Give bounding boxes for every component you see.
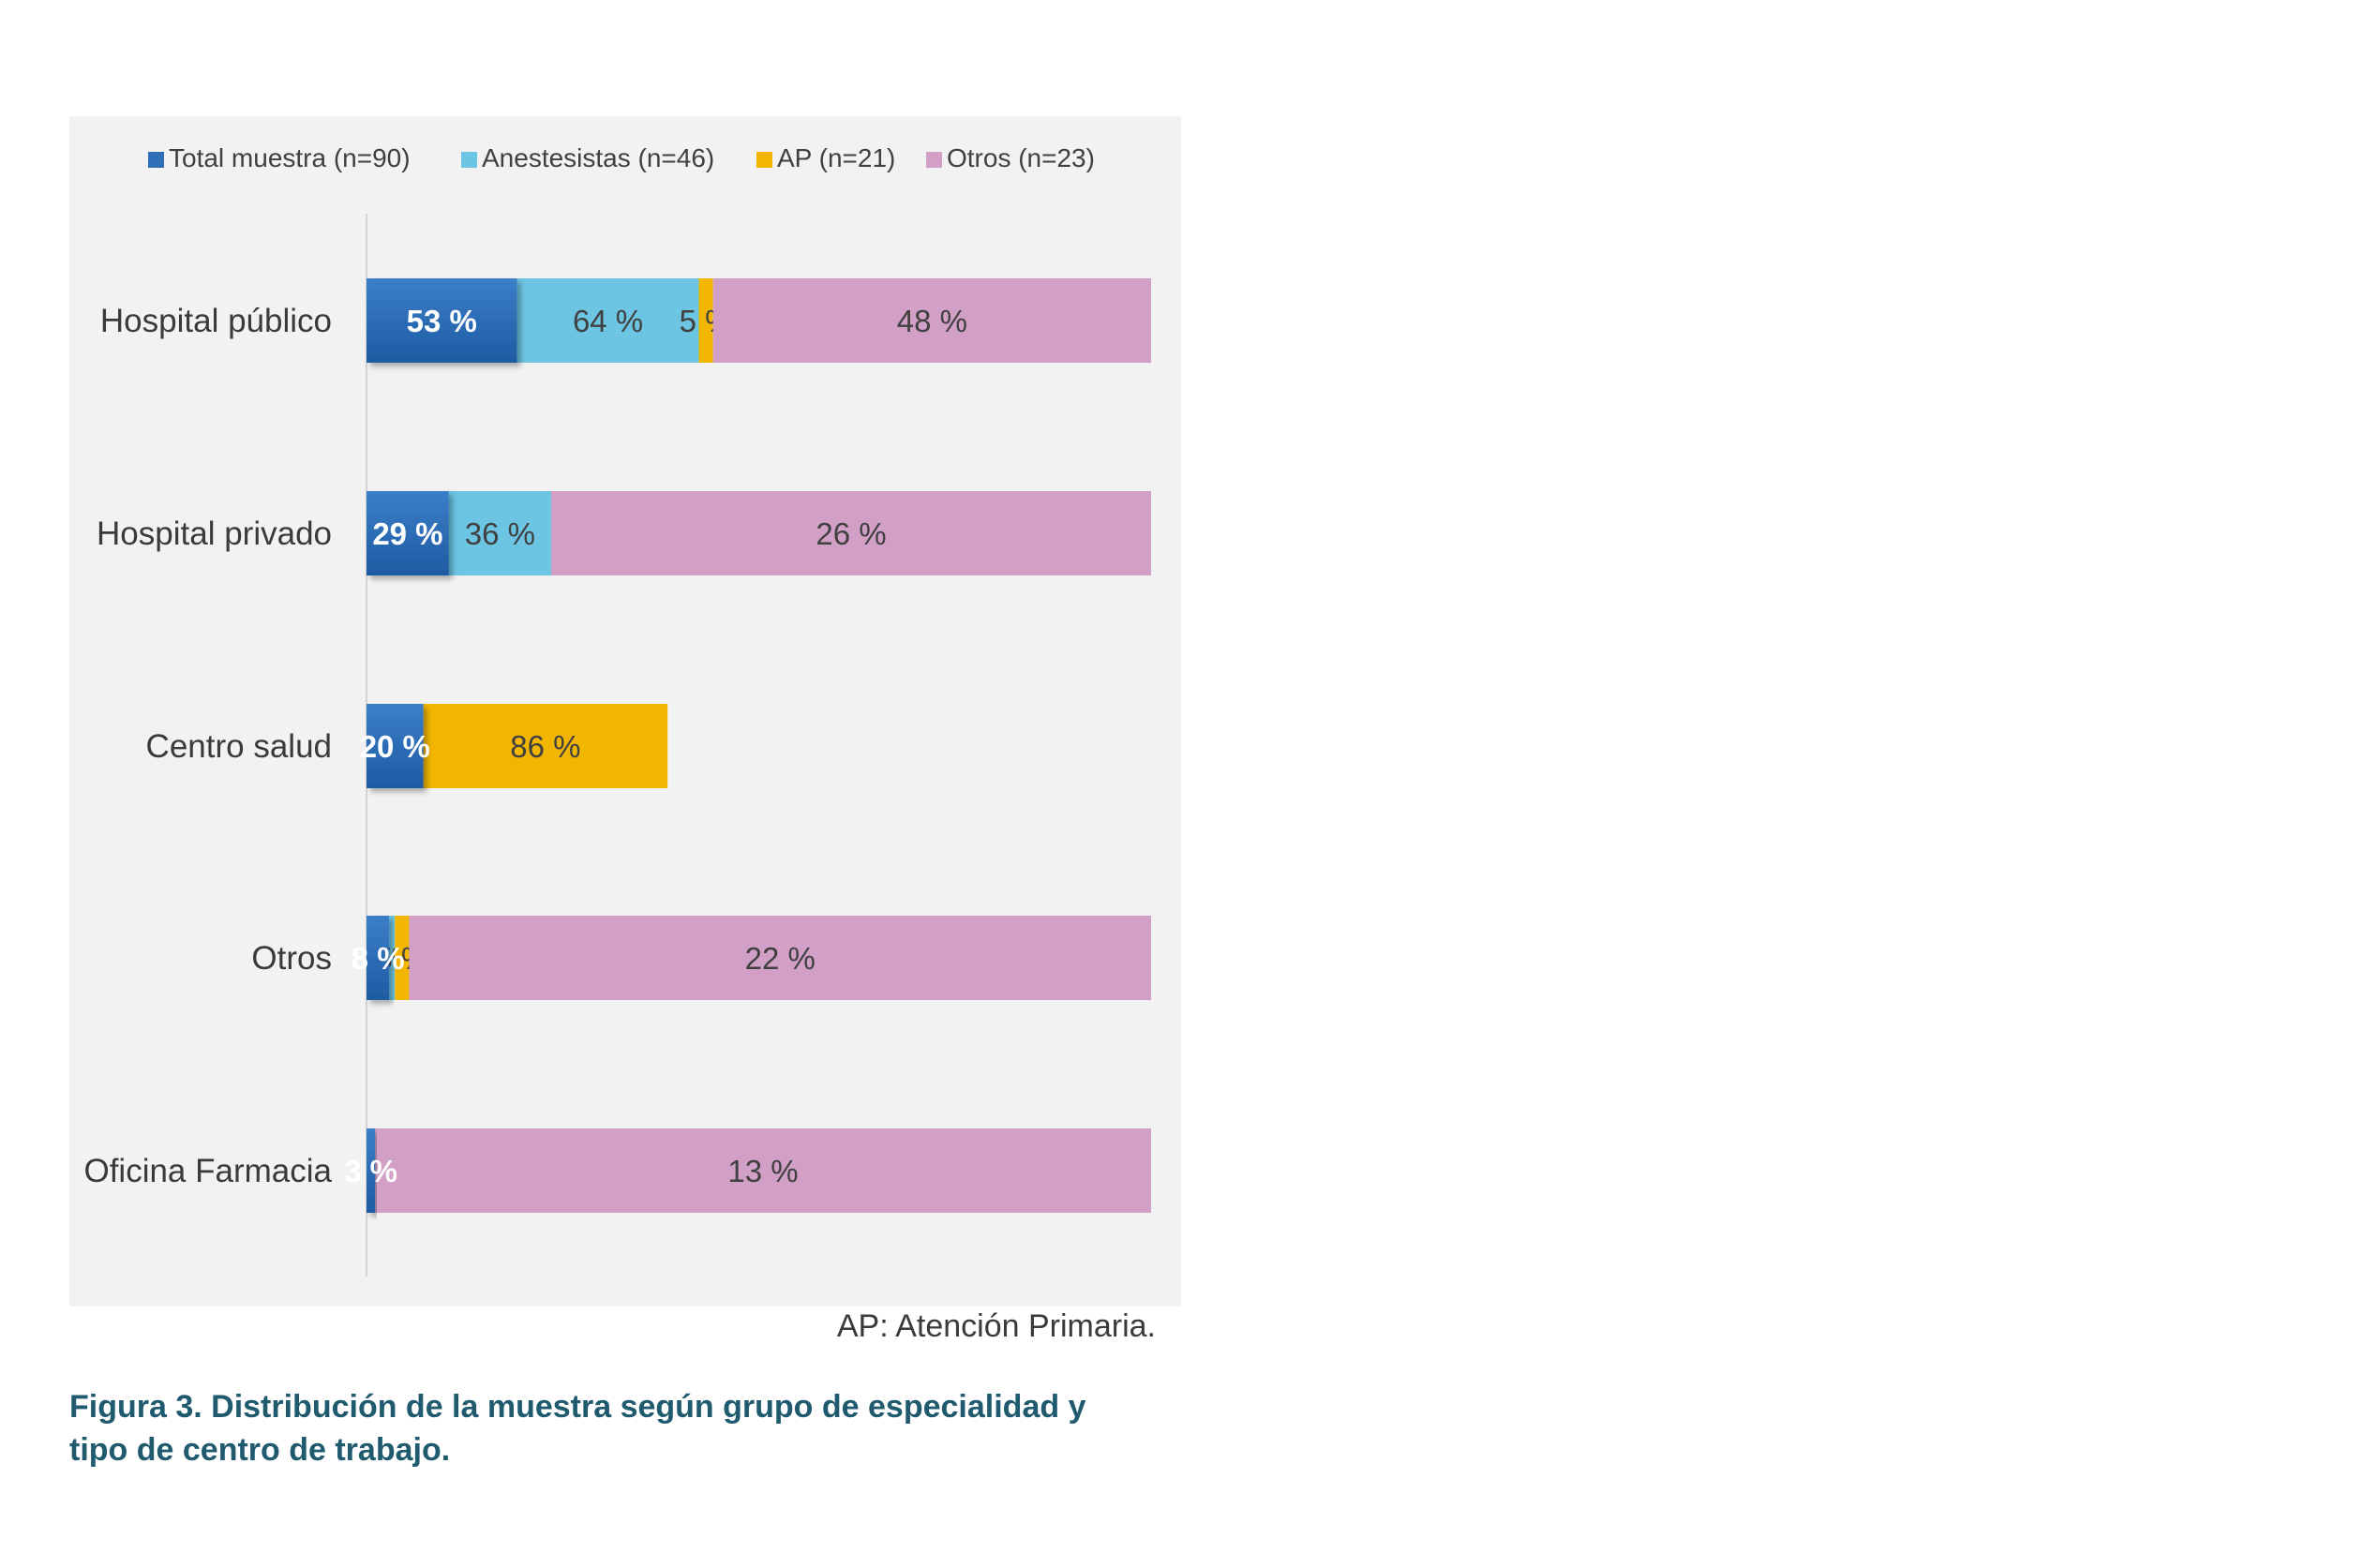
legend-swatch-total: [148, 152, 164, 168]
legend-label-anest: Anestesistas (n=46): [482, 143, 714, 172]
category-label: Otros: [251, 940, 332, 977]
legend: Total muestra (n=90) Anestesistas (n=46) A…: [148, 143, 1095, 172]
bar-ap: [423, 704, 668, 788]
bar-ap: [698, 278, 713, 363]
legend-label-otros: Otros (n=23): [947, 143, 1095, 172]
bar-otros: [712, 278, 1151, 363]
bar-otros: [409, 916, 1151, 1000]
legend-label-total: Total muestra (n=90): [169, 143, 411, 172]
bar-anest: [389, 916, 396, 1000]
category-label: Hospital público: [100, 303, 332, 339]
legend-swatch-ap: [756, 152, 772, 168]
bar-anest: [516, 278, 699, 363]
bar-total: [367, 491, 449, 575]
bar-otros: [375, 1128, 1152, 1213]
bar-total: [367, 278, 517, 363]
legend-swatch-anest: [461, 152, 477, 168]
data-label-anest: 36 %: [465, 516, 535, 551]
bar-anest: [448, 491, 551, 575]
data-label-total: 3 %: [344, 1154, 397, 1188]
data-label-anest: 64 %: [573, 304, 643, 338]
chart-svg: Total muestra (n=90) Anestesistas (n=46) A…: [83, 143, 1152, 1277]
bars: Hospital público 64 % 5 % 48 %Hospital priv…: [83, 278, 1152, 1213]
data-label-ap: 86 %: [510, 729, 580, 764]
bar-total: [367, 916, 390, 1000]
data-label-total: 29 %: [372, 516, 442, 551]
data-label-otros: 48 %: [897, 304, 967, 338]
chart-note: AP: Atención Primaria.: [836, 1308, 1156, 1344]
chart-panel: Total muestra (n=90) Anestesistas (n=46) A…: [69, 116, 1181, 1307]
data-label-total: 8 %: [352, 941, 405, 976]
bar-total: [367, 704, 424, 788]
data-label-otros: 26 %: [816, 516, 886, 551]
data-label-otros: 22 %: [745, 941, 816, 976]
legend-swatch-otros: [926, 152, 942, 168]
figure-caption: Figura 3. Distribución de la muestra seg…: [69, 1389, 1086, 1468]
data-label-otros: 13 %: [727, 1154, 798, 1188]
data-label-total: 20 %: [360, 729, 430, 764]
legend-label-ap: AP (n=21): [777, 143, 895, 172]
category-label: Centro salud: [146, 728, 332, 765]
data-label-total: 53 %: [407, 304, 477, 338]
bar-otros: [550, 491, 1151, 575]
bar-ap: [395, 916, 410, 1000]
category-label: Oficina Farmacia: [83, 1153, 332, 1189]
category-label: Hospital privado: [97, 515, 332, 552]
bar-total: [367, 1128, 376, 1213]
